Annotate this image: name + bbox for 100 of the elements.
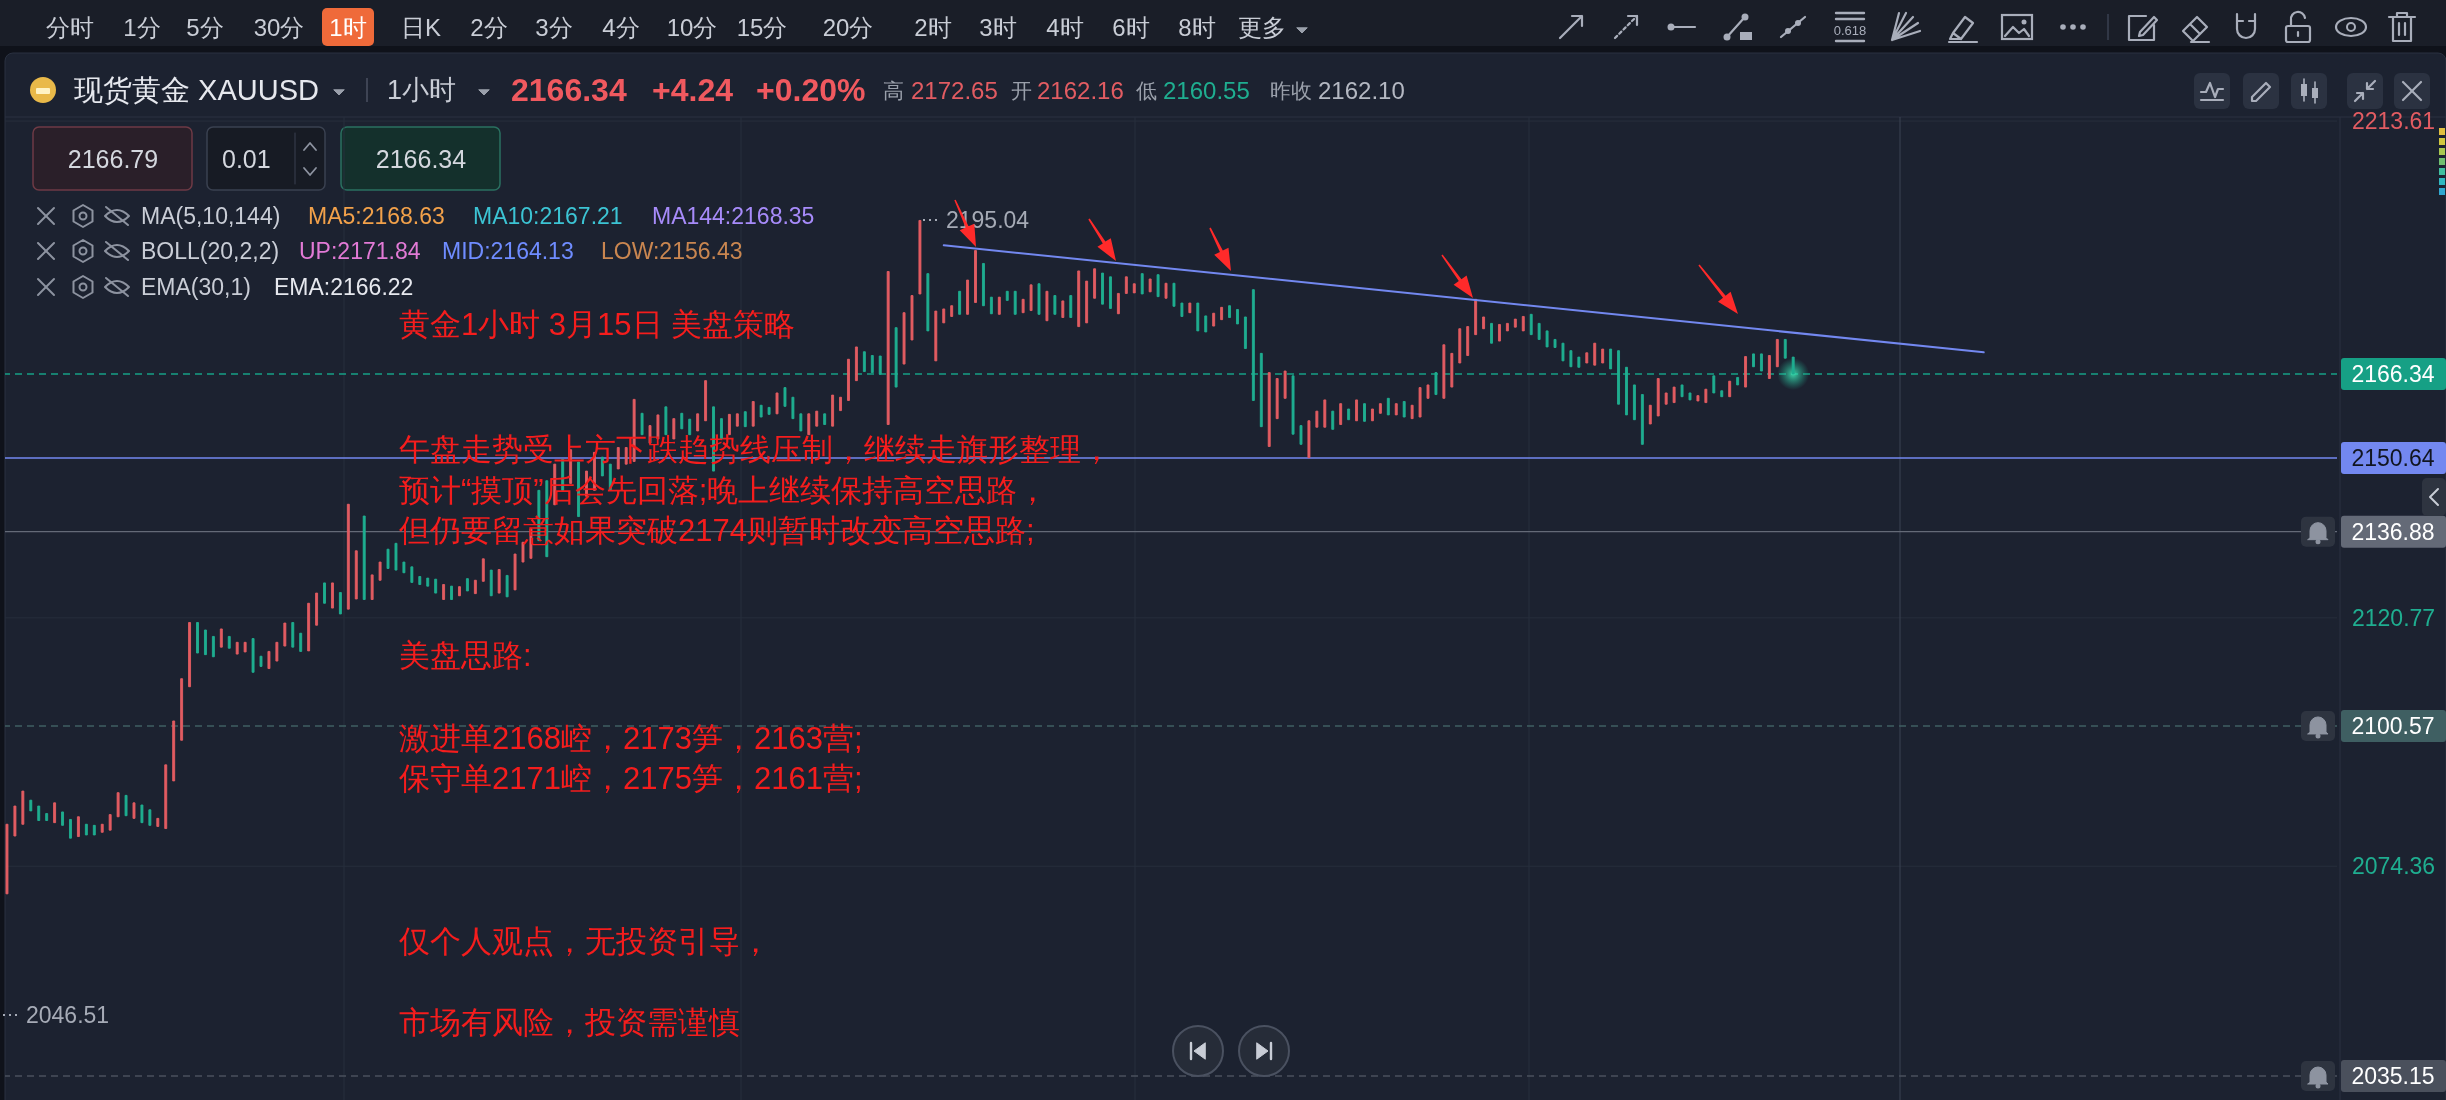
text: 2172.65 bbox=[911, 76, 998, 104]
candlestick bbox=[1450, 352, 1454, 388]
candlestick bbox=[1347, 408, 1351, 421]
text: 1分 bbox=[123, 13, 161, 41]
text: 1时 bbox=[329, 13, 367, 41]
ref-line-label: 2035.15 bbox=[2351, 1063, 2435, 1090]
candlestick bbox=[172, 720, 176, 782]
annotation: MA10:2167.21 bbox=[473, 203, 623, 229]
candlestick bbox=[1323, 399, 1327, 428]
text: 2160.55 bbox=[1163, 76, 1250, 104]
text: 4分 bbox=[602, 13, 640, 41]
candlestick bbox=[1156, 274, 1160, 298]
candlestick bbox=[1355, 399, 1359, 422]
candlestick bbox=[1053, 295, 1057, 315]
candlestick bbox=[426, 577, 430, 587]
candlestick bbox=[1005, 290, 1009, 301]
candlestick bbox=[1124, 276, 1128, 294]
candlestick bbox=[481, 558, 485, 582]
candlestick bbox=[783, 387, 787, 407]
candlestick bbox=[410, 566, 414, 583]
candlestick bbox=[275, 641, 279, 662]
candlestick bbox=[346, 503, 350, 610]
candlestick bbox=[1061, 300, 1065, 318]
annotation: BOLL(20,2,2) bbox=[141, 238, 280, 264]
candlestick bbox=[751, 401, 755, 427]
candlestick bbox=[1577, 356, 1581, 368]
candlestick bbox=[1712, 375, 1716, 394]
candlestick bbox=[696, 413, 700, 432]
candlestick bbox=[1109, 276, 1112, 309]
candlestick bbox=[1617, 350, 1620, 405]
ref-line-label: 2100.57 bbox=[2351, 712, 2435, 739]
candlestick bbox=[664, 406, 668, 436]
candlestick bbox=[148, 809, 152, 826]
candlestick bbox=[132, 802, 136, 819]
candlestick bbox=[1720, 390, 1724, 398]
text: 2162.16 bbox=[1037, 76, 1124, 104]
candlestick bbox=[847, 358, 850, 401]
candlestick bbox=[1378, 403, 1382, 414]
candlestick bbox=[807, 413, 811, 436]
candlestick bbox=[1315, 410, 1319, 428]
candlestick bbox=[1116, 292, 1120, 315]
candlestick bbox=[1339, 403, 1343, 425]
candlestick bbox=[45, 813, 49, 821]
candlestick bbox=[116, 792, 120, 818]
candlestick bbox=[370, 574, 374, 600]
candlestick bbox=[1759, 353, 1763, 372]
candlestick bbox=[997, 296, 1001, 315]
candlestick bbox=[1037, 283, 1041, 315]
candlestick bbox=[799, 413, 803, 432]
ref-line-label: 2166.34 bbox=[2351, 361, 2435, 388]
candlestick bbox=[1101, 272, 1104, 305]
candlestick bbox=[1553, 339, 1557, 348]
text: 10分 bbox=[666, 13, 718, 41]
candlestick bbox=[362, 515, 366, 600]
candlestick bbox=[1148, 278, 1152, 293]
candlestick bbox=[434, 578, 438, 594]
candlestick bbox=[704, 380, 708, 422]
candlestick bbox=[331, 582, 334, 609]
candlestick bbox=[180, 678, 184, 741]
annotation: MID:2164.13 bbox=[442, 238, 574, 264]
candlestick bbox=[767, 406, 771, 415]
candlestick bbox=[450, 585, 453, 600]
candlestick bbox=[1180, 302, 1184, 317]
candlestick bbox=[251, 638, 255, 673]
candlestick bbox=[1132, 283, 1136, 294]
candlestick bbox=[1140, 273, 1144, 295]
candlestick bbox=[1537, 322, 1541, 340]
candlestick bbox=[775, 392, 779, 415]
candlestick bbox=[1426, 384, 1430, 399]
annotation: MA5:2168.63 bbox=[308, 203, 445, 229]
chart-title: 现货黄金 XAUUSD bbox=[74, 74, 319, 106]
candlestick bbox=[1204, 315, 1208, 333]
candlestick bbox=[1696, 395, 1700, 402]
candlestick bbox=[1021, 298, 1025, 314]
candlestick bbox=[21, 790, 25, 825]
candlestick bbox=[1283, 370, 1287, 399]
candlestick bbox=[1625, 366, 1628, 416]
candlestick bbox=[902, 312, 906, 365]
annotation: 美盘思路: bbox=[399, 637, 532, 673]
text: 高 bbox=[883, 78, 904, 102]
text: 3时 bbox=[979, 13, 1017, 41]
candlestick bbox=[1458, 328, 1462, 364]
candlestick bbox=[497, 569, 501, 594]
candlestick bbox=[1259, 352, 1263, 428]
candlestick bbox=[489, 569, 493, 597]
candlestick bbox=[1672, 386, 1676, 404]
candlestick bbox=[934, 310, 938, 362]
candlestick bbox=[29, 799, 33, 812]
candlestick bbox=[1188, 302, 1192, 314]
annotation: LOW:2156.43 bbox=[601, 238, 743, 264]
candlestick bbox=[1196, 302, 1200, 332]
candlestick bbox=[1172, 282, 1176, 307]
candlestick bbox=[76, 816, 80, 838]
y-tick-label: 2213.61 bbox=[2352, 108, 2436, 135]
candlestick bbox=[1482, 316, 1486, 330]
candlestick bbox=[894, 327, 898, 388]
candlestick bbox=[108, 814, 112, 831]
text: 4时 bbox=[1046, 13, 1084, 41]
candlestick bbox=[354, 550, 358, 600]
annotation: MA(5,10,144) bbox=[141, 203, 281, 229]
